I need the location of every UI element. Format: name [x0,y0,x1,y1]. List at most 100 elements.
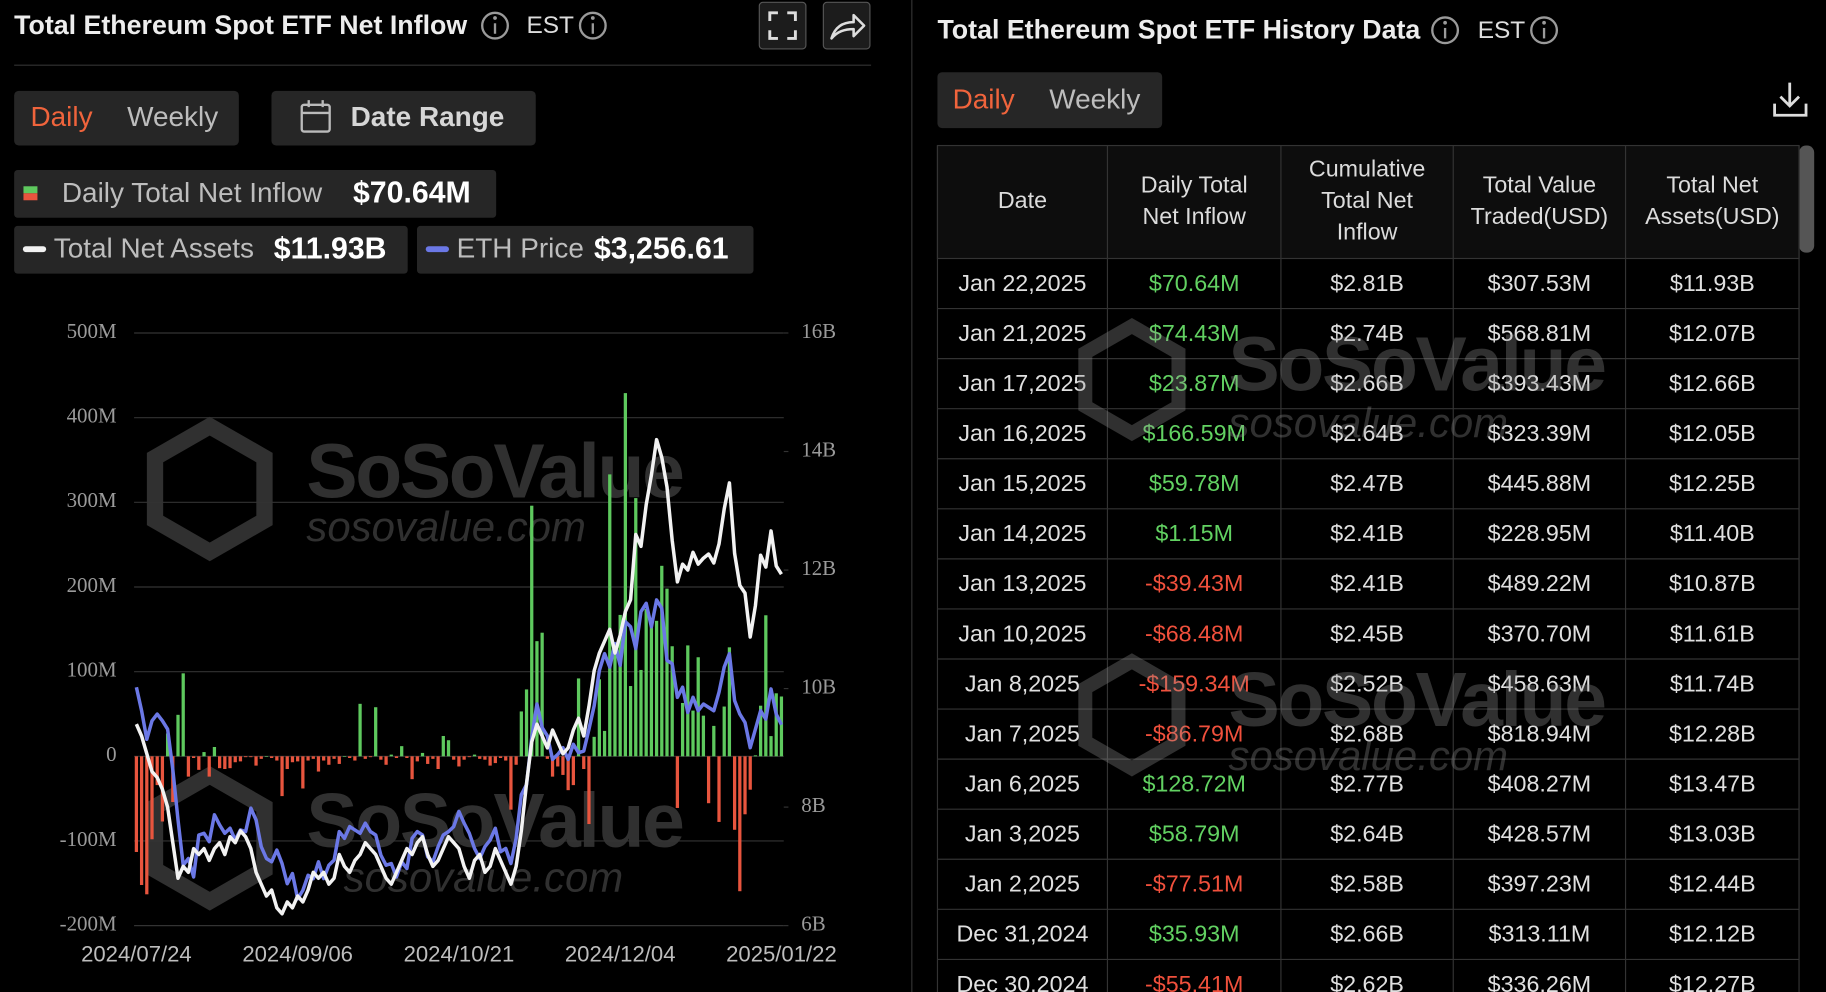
bar [223,756,227,770]
tab-group [14,90,239,146]
table-cell: $12.28B [1669,720,1756,746]
bar [535,641,539,757]
table-cell: $568.81M [1488,320,1591,346]
legend-label[interactable]: Daily Total Net Inflow [62,177,323,208]
line [134,598,784,901]
bar [348,756,352,759]
table-cell: $12.25B [1669,470,1756,496]
bar [212,746,217,757]
table-cell: -$55.41M [1145,971,1243,992]
bar [608,474,612,757]
table-cell: $2.41B [1330,520,1404,546]
table-cell: $1.15M [1155,520,1233,546]
bar [363,756,367,759]
download-button[interactable] [1773,82,1808,117]
legend-label[interactable]: ETH Price [457,233,584,264]
legend-swatch [23,186,38,194]
y2-tick-label: 12B [801,556,836,580]
y-tick-label: -200M [60,911,117,935]
x-tick-label: 2024/10/21 [404,942,515,967]
table-cell: Jan 17,2025 [958,370,1086,396]
bar [571,756,575,786]
bar [368,756,373,758]
bar [748,756,752,790]
bar [139,756,144,885]
bar [228,756,232,769]
bar [524,689,529,757]
bar [270,756,274,759]
table-cell: $397.23M [1488,871,1591,897]
bar [467,756,471,758]
bar [290,756,295,763]
tab-weekly[interactable]: Weekly [127,101,218,132]
legend-swatch [23,193,38,201]
bar [602,730,607,757]
legend-label[interactable]: Total Net Assets [54,233,254,264]
watermark-brand: SoSoValue [1229,657,1606,743]
info-icon[interactable] [578,11,607,40]
bar [706,756,711,804]
tab-daily[interactable]: Daily [953,84,1015,115]
bar [779,696,784,757]
bar [644,608,648,757]
timezone[interactable]: EST [1478,17,1526,44]
timezone[interactable]: EST [526,12,574,39]
y-tick-label: -100M [60,827,117,851]
bar [488,756,492,766]
y-tick-label: 0 [106,742,116,766]
table-cell: $12.12B [1669,921,1756,947]
bar [436,756,440,770]
table-cell: $2.45B [1330,620,1404,646]
bar [233,756,237,763]
table-cell: Jan 10,2025 [958,620,1086,646]
share-button[interactable] [822,1,871,50]
table-cell: $307.53M [1488,270,1591,296]
tab-weekly[interactable]: Weekly [1049,84,1140,115]
table-cell: $2.66B [1330,370,1404,396]
watermark-brand: SoSoValue [1229,322,1606,408]
table-cell: $228.95M [1488,520,1591,546]
date-range-button[interactable]: Date Range [271,90,536,146]
bar [680,702,685,757]
watermark-logo [146,416,273,562]
table-cell: Jan 13,2025 [958,570,1086,596]
column-header: Traded(USD) [1471,203,1608,229]
table-cell: $2.81B [1330,270,1404,296]
bar [197,756,201,770]
y2-tick-label: 10B [801,674,836,698]
table-cell: Jan 22,2025 [958,270,1086,296]
legend-pill [417,225,754,274]
column-header: Total Net [1666,171,1758,197]
bar [613,643,617,757]
fullscreen-button[interactable] [758,1,807,50]
bar [244,756,248,758]
bar [342,756,347,757]
tab-daily[interactable]: Daily [30,101,92,132]
x-tick-label: 2024/09/06 [242,942,353,967]
table-cell: $2.58B [1330,871,1404,897]
bar [597,679,601,757]
bar [753,755,758,757]
scrollbar[interactable] [1799,145,1815,253]
column-header: Assets(USD) [1645,203,1779,229]
date-range-label[interactable]: Date Range [351,101,505,132]
bar [561,756,565,775]
legend-value: $3,256.61 [594,232,729,265]
table-cell: Jan 14,2025 [958,520,1086,546]
bar [431,756,435,759]
table-cell: $393.43M [1488,370,1591,396]
bar [483,756,487,760]
table-cell: $12.07B [1669,320,1756,346]
table-cell: -$159.34M [1139,670,1250,696]
bar [717,756,721,822]
info-icon[interactable] [1431,16,1460,45]
info-icon[interactable] [481,11,509,40]
bar [285,756,289,770]
info-icon[interactable] [1530,16,1559,45]
x-tick-label: 2025/01/22 [726,942,837,967]
table-cell: $2.41B [1330,570,1404,596]
table-cell: $12.05B [1669,420,1756,446]
table-cell: $818.94M [1488,720,1591,746]
